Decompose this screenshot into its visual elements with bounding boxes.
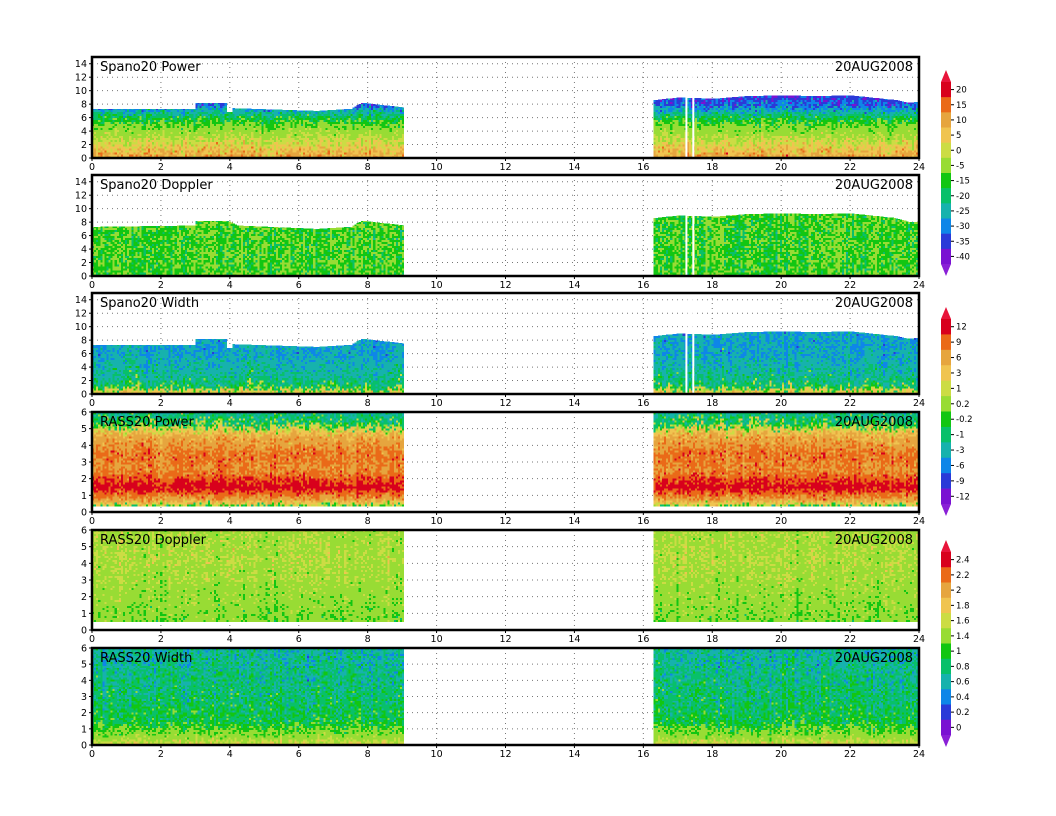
heatmap-cell [224,103,226,104]
